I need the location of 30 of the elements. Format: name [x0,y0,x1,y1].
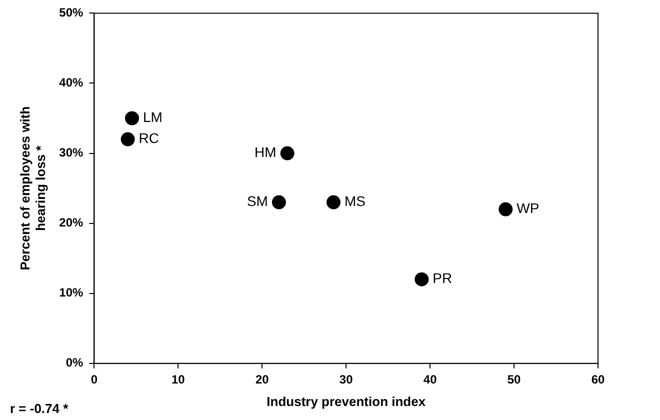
y-tick-label: 20% [59,216,84,230]
annotation: WP [516,200,540,216]
annotation: HM [254,144,276,160]
annotation: PR [432,270,452,286]
point [125,111,139,126]
point [272,195,286,210]
x-tick-label: 50 [507,372,522,387]
x-tick-label: 30 [339,372,354,387]
annotation: RC [138,130,160,146]
point [414,272,429,286]
x-tick-label: 0 [90,372,98,387]
point [280,146,294,160]
y-tick-label: 0% [66,356,84,370]
point [498,202,513,216]
x-tick-label: 10 [172,372,186,387]
x-axis-title: Industry prevention index [266,394,426,409]
annotation: SM [246,193,268,210]
x-tick-label: 20 [255,372,270,387]
point [326,195,341,210]
x-tick-label: 60 [591,372,605,387]
point [120,132,135,146]
y-tick-label: 10% [59,286,84,300]
text: r = -0.74 * [10,401,70,416]
x-tick-label: 40 [423,372,438,387]
y-axis-title: Percent of employees with hearing loss * [17,106,48,270]
annotation: MS [344,193,366,210]
y-tick-label: 40% [59,76,84,90]
y-tick-label: 30% [59,146,84,160]
annotation: LM [143,109,162,126]
y-tick-label: 50% [59,6,84,20]
